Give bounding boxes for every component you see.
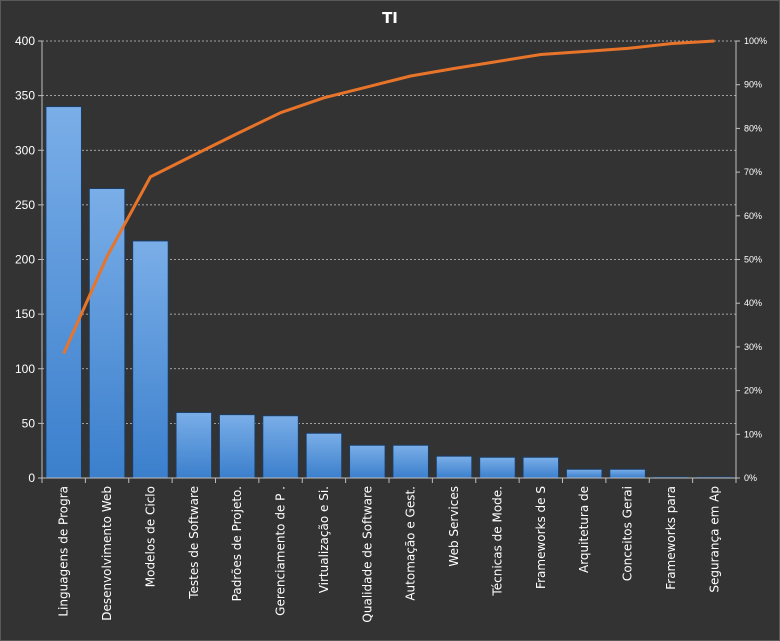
bar: [262, 415, 299, 479]
right-tick-label: 70%: [744, 167, 762, 177]
bar: [479, 456, 516, 479]
right-tick-label: 0%: [744, 473, 757, 483]
right-tick-label: 20%: [744, 386, 762, 396]
left-tick-label: 150: [15, 307, 35, 321]
category-label: Linguagens de Progra: [57, 486, 71, 617]
left-tick-label: 300: [15, 143, 35, 157]
bar: [349, 444, 386, 479]
category-label: Frameworks para: [664, 486, 678, 590]
category-label: Técnicas de Mode.: [490, 486, 504, 597]
right-tick-label: 50%: [744, 255, 762, 265]
category-label: Padrões de Projeto.: [230, 486, 244, 601]
bar: [305, 432, 343, 479]
category-label: Conceitos Gerai: [621, 486, 635, 581]
category-label: Web Services: [447, 486, 461, 567]
right-tick-label: 10%: [744, 429, 762, 439]
cumulative-line: [62, 39, 715, 355]
right-y-axis-ticks: 0% 10% 20% 30% 40% 50% 60% 70% 80% 90% 100%: [736, 36, 767, 483]
left-tick-label: 350: [15, 89, 35, 103]
right-tick-label: 100%: [744, 36, 767, 46]
category-label: Virtualização e Si.: [317, 486, 331, 593]
left-tick-label: 100: [15, 362, 35, 376]
bar: [45, 106, 82, 479]
left-tick-label: 400: [15, 34, 35, 48]
bar-series: [45, 106, 733, 479]
bar: [132, 240, 169, 479]
left-y-axis-ticks: 0 50 100 150 200 250 300 350 400: [15, 34, 42, 485]
category-label: Frameworks de S: [534, 486, 548, 589]
category-label: Automação e Gest.: [404, 486, 418, 601]
chart-title: TI: [382, 9, 398, 27]
right-tick-label: 60%: [744, 211, 762, 221]
bar: [175, 411, 213, 479]
x-axis-category-labels: Linguagens de Progra Desenvolvimento Web M…: [57, 486, 722, 623]
left-tick-label: 200: [15, 253, 35, 267]
bar: [609, 468, 646, 479]
bar: [435, 455, 473, 479]
category-label: Testes de Software: [187, 486, 201, 600]
bar: [522, 456, 560, 479]
left-tick-label: 50: [22, 416, 36, 430]
category-label: Modelos de Ciclo: [143, 486, 157, 587]
category-label: Arquitetura de: [577, 486, 591, 573]
category-label: Desenvolvimento Web: [100, 486, 114, 621]
right-tick-label: 80%: [744, 123, 762, 133]
bar: [392, 444, 429, 479]
category-label: Segurança em Ap: [707, 486, 721, 593]
bar: [218, 414, 256, 479]
bar: [565, 468, 603, 479]
cumulative-line-series: [62, 39, 715, 355]
category-label: Gerenciamento de P .: [274, 486, 288, 616]
right-tick-label: 40%: [744, 298, 762, 308]
right-tick-label: 90%: [744, 80, 762, 90]
left-tick-label: 250: [15, 198, 35, 212]
left-tick-label: 0: [28, 471, 35, 485]
right-tick-label: 30%: [744, 342, 762, 352]
category-label: Qualidade de Software: [360, 486, 374, 623]
